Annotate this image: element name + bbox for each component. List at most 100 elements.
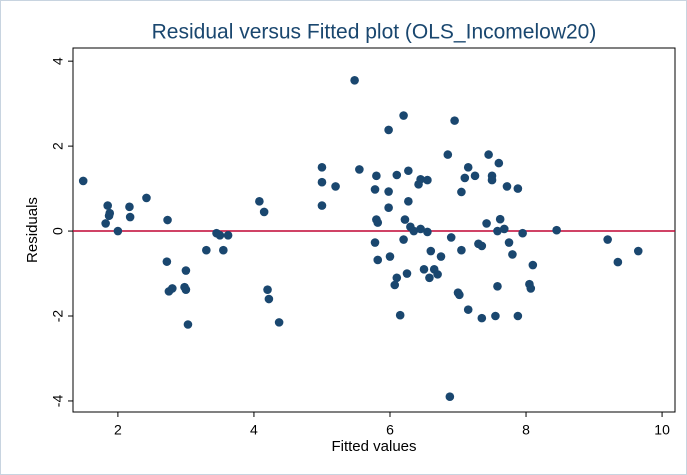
point: [482, 219, 491, 228]
point: [463, 305, 473, 314]
point: [487, 175, 497, 185]
y-axis-title: Residuals: [24, 197, 41, 263]
point: [274, 318, 284, 327]
point: [433, 270, 442, 279]
point: [436, 252, 446, 261]
point: [613, 257, 623, 267]
point: [423, 175, 432, 185]
x-tick-label: 6: [386, 422, 394, 438]
x-axis-title: Fitted values: [331, 438, 416, 455]
point: [395, 310, 405, 320]
point: [202, 245, 211, 255]
point: [259, 207, 269, 217]
point: [370, 238, 380, 247]
point: [78, 176, 88, 186]
point: [450, 116, 459, 125]
point: [370, 185, 380, 194]
x-tick-label: 8: [522, 422, 530, 438]
point: [491, 311, 500, 321]
point: [183, 320, 193, 329]
point: [399, 111, 408, 120]
point: [425, 273, 434, 283]
point: [223, 231, 233, 240]
chart-title: Residual versus Fitted plot (OLS_Incomel…: [152, 21, 597, 44]
point: [446, 233, 456, 242]
point: [484, 150, 493, 159]
y-tick-label: -2: [50, 310, 66, 323]
point: [331, 182, 340, 191]
point: [373, 255, 383, 265]
point: [633, 246, 643, 256]
point: [113, 226, 123, 236]
point: [384, 125, 393, 135]
point: [400, 215, 410, 224]
point: [392, 273, 402, 283]
point: [457, 245, 466, 255]
point: [263, 285, 272, 294]
point: [426, 246, 436, 256]
point: [350, 75, 359, 85]
point: [495, 214, 505, 224]
point: [494, 158, 504, 168]
point: [445, 392, 455, 402]
point: [385, 252, 395, 261]
x-tick-label: 4: [250, 422, 258, 438]
point: [416, 174, 425, 184]
point: [390, 280, 400, 290]
point: [508, 250, 517, 259]
point: [528, 260, 538, 270]
point: [502, 182, 512, 191]
point: [162, 257, 172, 266]
point: [355, 165, 364, 174]
point: [181, 266, 191, 275]
point: [504, 238, 514, 247]
y-tick-label: -4: [50, 395, 66, 408]
point: [264, 294, 274, 304]
point: [317, 177, 327, 187]
point: [603, 235, 612, 244]
point: [103, 201, 112, 210]
point: [513, 311, 523, 321]
point: [416, 224, 425, 234]
point: [493, 226, 502, 236]
point: [219, 245, 228, 255]
point: [317, 163, 327, 172]
point: [255, 197, 264, 206]
point: [181, 285, 191, 294]
point: [163, 215, 172, 225]
point: [526, 284, 536, 293]
point: [402, 269, 412, 278]
point: [460, 173, 470, 183]
point: [142, 193, 151, 203]
point: [104, 211, 114, 221]
point: [168, 284, 177, 293]
y-tick-label: 0: [50, 227, 66, 235]
point: [513, 184, 523, 193]
point: [317, 201, 327, 210]
point: [552, 225, 561, 235]
point: [125, 212, 135, 222]
point: [457, 187, 466, 197]
point: [372, 171, 381, 181]
point: [477, 313, 487, 323]
point: [404, 197, 413, 206]
point: [455, 290, 464, 300]
point: [518, 228, 527, 238]
point: [470, 171, 480, 181]
point: [493, 281, 502, 291]
point: [423, 227, 432, 237]
plot-area: [72, 47, 676, 413]
y-tick-label: 2: [50, 142, 66, 150]
point: [399, 235, 408, 244]
x-tick-label: 10: [654, 422, 670, 438]
point: [404, 166, 413, 176]
point: [463, 163, 473, 172]
x-tick-label: 2: [114, 422, 122, 438]
point: [384, 203, 393, 213]
point: [419, 264, 429, 274]
point: [125, 202, 134, 212]
point: [215, 231, 225, 240]
point: [384, 187, 393, 196]
